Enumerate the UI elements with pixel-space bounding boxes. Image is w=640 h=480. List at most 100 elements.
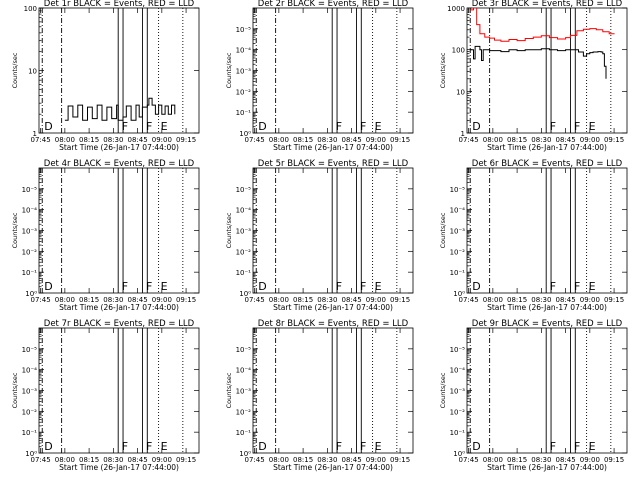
chart-8-xtick-label: 08:15: [293, 456, 313, 464]
chart-6-marker-F: F: [550, 280, 556, 293]
chart-2-ytick-label: 10⁻¹: [236, 109, 252, 117]
chart-3-ylabel: Counts/sec: [439, 52, 447, 88]
chart-1-xtick-label: 07:45: [31, 136, 51, 144]
chart-1-marker-E: E: [161, 120, 168, 133]
chart-3-xtick-label: 08:45: [555, 136, 575, 144]
chart-8-ytick-label: 10⁻⁵: [236, 346, 252, 354]
chart-3-xlabel: Start Time (26-Jan-17 07:44:00): [487, 143, 607, 152]
chart-5-xtick-label: 09:00: [366, 296, 386, 304]
chart-5-xtick-label: 08:00: [269, 296, 289, 304]
chart-3-xtick-label: 09:15: [604, 136, 624, 144]
chart-6-xtick-label: 08:00: [483, 296, 503, 304]
chart-6-frame: [466, 167, 628, 294]
chart-3-ytick-label: 1: [461, 130, 465, 138]
chart-2-xtick-label: 07:45: [245, 136, 265, 144]
chart-4-marker-F: F: [146, 280, 152, 293]
chart-7-xtick-label: 08:15: [79, 456, 99, 464]
chart-3-frame: [466, 7, 628, 134]
chart-9-ytick-label: 10⁻³: [450, 388, 466, 396]
chart-1-xtick-label: 08:15: [79, 136, 99, 144]
chart-4-title: Det 4r BLACK = Events, RED = LLD: [44, 159, 195, 169]
chart-2-marker-D: D: [258, 120, 266, 133]
chart-6-ytick-label: 10⁻⁵: [450, 186, 466, 194]
chart-2-xtick-label: 08:30: [317, 136, 337, 144]
chart-4-xtick-label: 08:15: [79, 296, 99, 304]
chart-3-series-1: [470, 8, 615, 42]
chart-6-marker-E: E: [589, 280, 596, 293]
chart-5-panel: Det 5r BLACK = Events, RED = LLD 10⁰ 10⁻¹ 1…: [225, 159, 414, 312]
chart-6-ytick-label: 10⁻⁴: [450, 207, 466, 215]
chart-2-ytick-label: 10⁰: [239, 130, 251, 138]
chart-6-xlabel: Start Time (26-Jan-17 07:44:00): [487, 303, 607, 312]
chart-9-marker-F: F: [550, 440, 556, 453]
chart-8-marker-E: E: [375, 440, 382, 453]
chart-8-marker-F: F: [360, 440, 366, 453]
chart-2-ytick-label: 10⁻⁵: [236, 26, 252, 34]
chart-8-xlabel: Start Time (26-Jan-17 07:44:00): [273, 463, 393, 472]
chart-8-ytick-label: 10⁻³: [236, 388, 252, 396]
chart-5-marker-F: F: [336, 280, 342, 293]
chart-8-xtick-label: 09:15: [390, 456, 410, 464]
chart-5-marker-F: F: [360, 280, 366, 293]
chart-8-xtick-label: 08:00: [269, 456, 289, 464]
chart-9-xtick-label: 09:15: [604, 456, 624, 464]
chart-9-ytick-label: 10⁻⁵: [450, 346, 466, 354]
chart-1-series-1: [64, 97, 176, 121]
chart-9-xtick-label: 07:45: [459, 456, 479, 464]
chart-4-ytick-label: 10⁻³: [22, 228, 38, 236]
chart-8-xtick-label: 09:00: [366, 456, 386, 464]
chart-7-panel: Det 7r BLACK = Events, RED = LLD 10⁰ 10⁻¹ 1…: [11, 319, 200, 472]
chart-7-xtick-label: 09:00: [152, 456, 172, 464]
chart-1-marker-F: F: [122, 120, 128, 133]
chart-3-xtick-label: 09:00: [580, 136, 600, 144]
chart-2-xtick-label: 08:00: [269, 136, 289, 144]
chart-6-ytick-label: 10⁻¹: [450, 269, 466, 277]
chart-7-ytick-label: 10⁰: [25, 450, 37, 458]
chart-7-xtick-label: 07:45: [31, 456, 51, 464]
chart-7-xlabel: Start Time (26-Jan-17 07:44:00): [59, 463, 179, 472]
chart-5-title: Det 5r BLACK = Events, RED = LLD: [258, 159, 409, 169]
chart-2-marker-E: E: [375, 120, 382, 133]
chart-4-ytick-label: 10⁻¹: [22, 269, 38, 277]
chart-7-xtick-label: 08:45: [127, 456, 147, 464]
chart-4-ylabel: Counts/sec: [11, 212, 19, 248]
chart-2-xtick-label: 08:45: [341, 136, 361, 144]
chart-3-marker-F: F: [550, 120, 556, 133]
chart-5-ylabel: Counts/sec: [225, 212, 233, 248]
chart-7-xtick-label: 08:30: [103, 456, 123, 464]
chart-2-ytick-label: 10⁻³: [236, 68, 252, 76]
chart-1-xlabel: Start Time (26-Jan-17 07:44:00): [59, 143, 179, 152]
chart-2-marker-F: F: [336, 120, 342, 133]
chart-3-marker-E: E: [589, 120, 596, 133]
chart-2-title: Det 2r BLACK = Events, RED = LLD: [258, 0, 409, 9]
chart-6-ytick-label: 10⁰: [453, 290, 465, 298]
chart-3-title: Det 3r BLACK = Events, RED = LLD: [472, 0, 623, 9]
chart-5-xtick-label: 08:45: [341, 296, 361, 304]
chart-4-xtick-label: 07:45: [31, 296, 51, 304]
chart-7-ytick-label: 10⁻⁵: [22, 346, 38, 354]
chart-8-marker-F: F: [336, 440, 342, 453]
chart-4-xtick-label: 09:00: [152, 296, 172, 304]
chart-2-panel: Det 2r BLACK = Events, RED = LLD 10⁰ 10⁻¹ 1…: [225, 0, 414, 152]
chart-8-marker-D: D: [258, 440, 266, 453]
chart-9-panel: Det 9r BLACK = Events, RED = LLD 10⁰ 10⁻¹ 1…: [439, 319, 628, 472]
chart-4-panel: Det 4r BLACK = Events, RED = LLD 10⁰ 10⁻¹ 1…: [11, 159, 200, 312]
chart-1-ytick-label: 100: [24, 5, 37, 13]
chart-5-xtick-label: 07:45: [245, 296, 265, 304]
chart-7-marker-F: F: [122, 440, 128, 453]
chart-7-marker-E: E: [161, 440, 168, 453]
chart-4-ytick-label: 10⁻²: [22, 248, 38, 256]
chart-3-xtick-label: 08:00: [483, 136, 503, 144]
chart-3-xtick-label: 07:45: [459, 136, 479, 144]
chart-2-xtick-label: 09:00: [366, 136, 386, 144]
chart-2-xtick-label: 09:15: [390, 136, 410, 144]
chart-8-ylabel: Counts/sec: [225, 372, 233, 408]
chart-8-ytick-label: 10⁰: [239, 450, 251, 458]
chart-2-xtick-label: 08:15: [293, 136, 313, 144]
chart-9-ytick-label: 10⁻¹: [450, 429, 466, 437]
chart-3-panel: Det 3r BLACK = Events, RED = LLD 1 10 100 10…: [439, 0, 628, 152]
chart-9-frame: [466, 327, 628, 454]
chart-3-marker-F: F: [574, 120, 580, 133]
chart-2-marker-F: F: [360, 120, 366, 133]
